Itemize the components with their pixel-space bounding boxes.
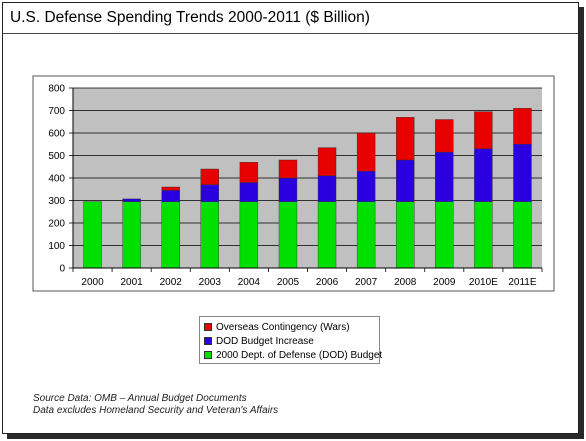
x-tick-label: 2000 xyxy=(81,277,104,288)
x-tick-labels: 2000 2001 2002 2003 2004 2005 2006 2007 2008 2009… xyxy=(81,277,536,288)
x-tick-label: 2008 xyxy=(394,277,417,288)
bar-2000-dept-of-defense-dod-budget xyxy=(396,201,415,269)
legend-item-dod-budget-increase: DOD Budget Increase xyxy=(204,334,375,348)
x-tick-label: 2009 xyxy=(433,277,456,288)
bar-dod-budget-increase xyxy=(122,198,141,202)
axes xyxy=(69,87,543,272)
x-tick-label: 2004 xyxy=(238,277,261,288)
legend: Overseas Contingency (Wars) DOD Budget I… xyxy=(199,316,382,364)
y-tick-label: 600 xyxy=(48,129,65,140)
bar-overseas-contingency-wars xyxy=(356,132,376,172)
source-line-2: Data excludes Homeland Security and Vete… xyxy=(33,405,279,416)
chart-title: U.S. Defense Spending Trends 2000-2011 (… xyxy=(10,9,370,26)
bar-dod-budget-increase xyxy=(317,175,337,202)
bar-2000-dept-of-defense-dod-budget xyxy=(239,201,259,269)
x-tick-label: 2006 xyxy=(316,277,339,288)
legend-swatch-green xyxy=(204,351,212,359)
gridlines xyxy=(73,87,542,246)
bar-2000-dept-of-defense-dod-budget xyxy=(122,201,141,269)
bar-overseas-contingency-wars xyxy=(396,117,415,161)
source-note: Source Data: OMB – Annual Budget Documen… xyxy=(33,393,278,417)
bar-2000-dept-of-defense-dod-budget xyxy=(474,201,493,269)
bar-overseas-contingency-wars xyxy=(474,111,493,149)
x-tick-label: 2007 xyxy=(355,277,378,288)
y-tick-labels: 0 100 200 300 400 500 600 700 800 xyxy=(48,84,65,275)
x-tick-label: 2005 xyxy=(277,277,300,288)
bar-2000-dept-of-defense-dod-budget xyxy=(83,201,102,269)
bar-overseas-contingency-wars xyxy=(161,186,180,191)
y-tick-label: 500 xyxy=(48,151,65,162)
x-tick-label: 2011E xyxy=(508,277,537,288)
bar-dod-budget-increase xyxy=(278,177,298,202)
x-tick-label: 2010E xyxy=(469,277,498,288)
bars xyxy=(83,108,532,269)
legend-label: DOD Budget Increase xyxy=(216,335,314,347)
y-tick-label: 100 xyxy=(48,241,65,252)
bar-2000-dept-of-defense-dod-budget xyxy=(278,201,298,269)
x-tick-label: 2001 xyxy=(121,277,144,288)
bar-overseas-contingency-wars xyxy=(239,162,259,183)
bar-2000-dept-of-defense-dod-budget xyxy=(161,201,180,269)
bar-2000-dept-of-defense-dod-budget xyxy=(435,201,454,269)
y-tick-label: 300 xyxy=(48,196,65,207)
y-tick-label: 800 xyxy=(48,84,65,95)
y-tick-label: 200 xyxy=(48,219,65,230)
bar-overseas-contingency-wars xyxy=(513,108,532,145)
legend-swatch-blue xyxy=(204,337,212,345)
legend-label: 2000 Dept. of Defense (DOD) Budget xyxy=(216,349,383,361)
legend-item-overseas-contingency: Overseas Contingency (Wars) xyxy=(204,320,375,334)
bar-dod-budget-increase xyxy=(435,151,454,202)
bar-overseas-contingency-wars xyxy=(200,168,219,185)
x-tick-label: 2002 xyxy=(160,277,183,288)
bar-dod-budget-increase xyxy=(513,144,532,202)
bar-overseas-contingency-wars xyxy=(317,147,337,176)
bar-dod-budget-increase xyxy=(200,184,219,202)
y-tick-label: 0 xyxy=(59,264,65,275)
bar-2000-dept-of-defense-dod-budget xyxy=(513,201,532,269)
legend-item-dod-base-budget: 2000 Dept. of Defense (DOD) Budget xyxy=(204,348,382,362)
bar-dod-budget-increase xyxy=(396,159,415,202)
bar-2000-dept-of-defense-dod-budget xyxy=(356,201,376,269)
x-tick-label: 2003 xyxy=(199,277,222,288)
bar-dod-budget-increase xyxy=(161,190,180,202)
bar-overseas-contingency-wars xyxy=(278,159,298,179)
bar-dod-budget-increase xyxy=(356,171,376,202)
bar-dod-budget-increase xyxy=(474,148,493,202)
bar-dod-budget-increase xyxy=(239,182,259,202)
title-divider xyxy=(3,33,578,34)
legend-swatch-red xyxy=(204,323,212,331)
y-tick-label: 700 xyxy=(48,106,65,117)
y-tick-label: 400 xyxy=(48,174,65,185)
bar-2000-dept-of-defense-dod-budget xyxy=(200,201,219,269)
source-line-1: Source Data: OMB – Annual Budget Documen… xyxy=(33,393,247,404)
legend-label: Overseas Contingency (Wars) xyxy=(216,321,350,333)
bar-2000-dept-of-defense-dod-budget xyxy=(317,201,337,269)
bar-overseas-contingency-wars xyxy=(435,119,454,153)
